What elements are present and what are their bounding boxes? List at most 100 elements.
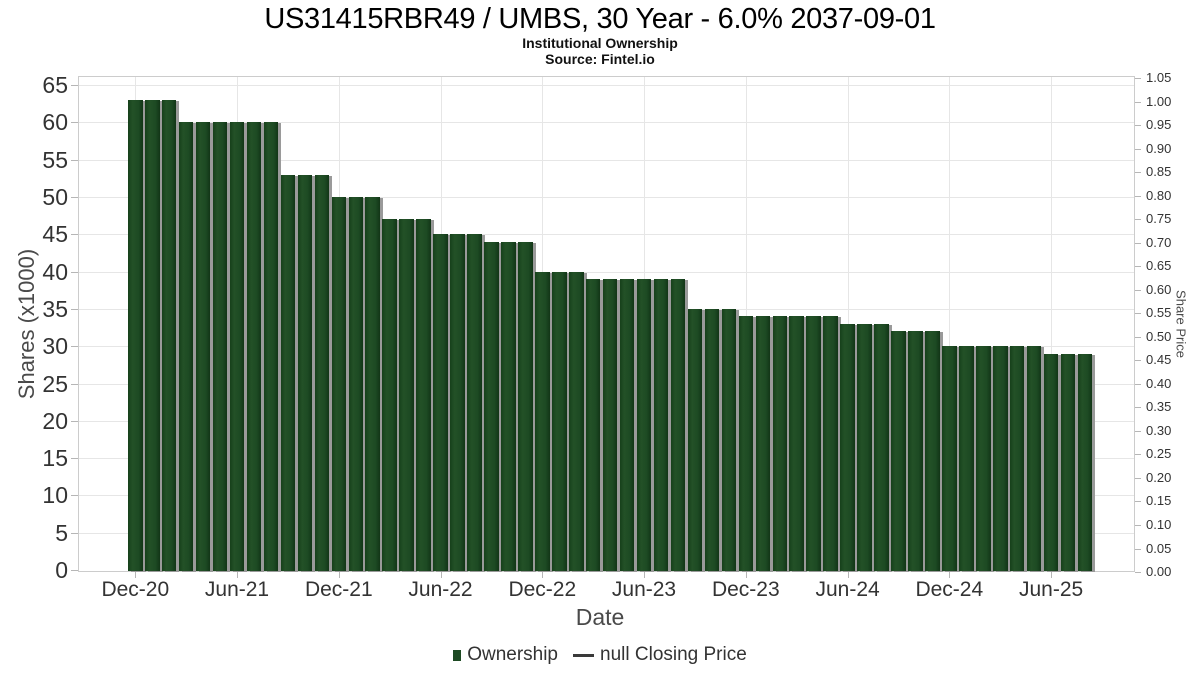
price-axis-tick-label: 0.85 [1146, 164, 1172, 180]
ownership-bar[interactable] [585, 279, 601, 571]
price-axis-tick [1135, 477, 1141, 479]
ownership-bar[interactable] [280, 174, 296, 571]
y-axis-tick-label: 10 [42, 482, 68, 509]
x-axis-tick-label: Dec-23 [711, 578, 780, 601]
ownership-bar[interactable] [908, 331, 923, 571]
price-axis-tick-label: 0.45 [1146, 352, 1172, 368]
ownership-bar[interactable] [331, 196, 346, 571]
ownership-bar[interactable] [212, 122, 228, 571]
price-axis-tick [1135, 454, 1141, 456]
x-axis-tick [135, 572, 137, 578]
ownership-bar[interactable] [145, 99, 160, 571]
y-axis-tick-label: 60 [42, 109, 68, 136]
price-axis-tick [1135, 219, 1141, 221]
ownership-bar[interactable] [246, 122, 262, 571]
ownership-bar[interactable] [874, 323, 889, 571]
ownership-bar[interactable] [993, 346, 1008, 571]
price-axis-tick-label: 0.20 [1146, 469, 1172, 485]
ownership-bar[interactable] [484, 241, 499, 571]
x-axis-tick [1051, 572, 1053, 578]
price-axis-tick-label: 0.55 [1146, 305, 1172, 321]
x-axis-tick-label: Jun-24 [815, 578, 880, 601]
price-axis-tick-label: 0.35 [1146, 399, 1172, 415]
price-axis-tick [1135, 525, 1141, 526]
x-axis-tick [542, 572, 544, 578]
ownership-bar[interactable] [1077, 353, 1093, 571]
chart-subtitle: Institutional Ownership [522, 35, 678, 51]
ownership-bar[interactable] [653, 279, 669, 571]
price-axis-tick [1135, 383, 1141, 385]
legend-label-ownership: Ownership [467, 644, 559, 665]
price-axis-tick-label: 0.50 [1146, 328, 1172, 344]
ownership-bar[interactable] [128, 99, 143, 571]
y-axis-title: Shares (x1000) [14, 248, 39, 400]
ownership-bar[interactable] [704, 308, 720, 571]
ownership-bar[interactable] [467, 234, 482, 571]
ownership-bar[interactable] [721, 308, 737, 571]
ownership-bar[interactable] [806, 316, 821, 571]
legend-item-closing-price[interactable]: null Closing Price [573, 644, 747, 666]
ownership-bar[interactable] [840, 323, 855, 571]
ownership-bar[interactable] [925, 331, 940, 571]
ownership-bar[interactable] [569, 271, 584, 571]
ownership-bar[interactable] [1026, 346, 1042, 571]
price-axis-tick [1135, 125, 1141, 126]
ownership-bar[interactable] [229, 122, 245, 571]
ownership-bar[interactable] [1043, 353, 1059, 571]
ownership-bar[interactable] [823, 316, 838, 571]
ownership-bar[interactable] [416, 219, 431, 571]
ownership-bar[interactable] [535, 271, 550, 571]
ownership-bar[interactable] [365, 196, 380, 571]
price-axis-tick-label: 0.60 [1146, 281, 1172, 297]
price-axis-tick [1135, 407, 1141, 409]
price-axis-tick [1135, 360, 1141, 362]
y-axis-tick [71, 85, 78, 86]
ownership-bar[interactable] [399, 219, 414, 571]
ownership-bar[interactable] [297, 174, 313, 571]
y-axis-tick-label: 35 [42, 295, 68, 322]
price-axis-tick-label: 0.30 [1146, 422, 1172, 438]
ownership-bar[interactable] [501, 241, 516, 571]
legend-item-ownership[interactable]: Ownership [453, 644, 558, 666]
ownership-bar[interactable] [450, 234, 465, 571]
ownership-bar[interactable] [178, 122, 194, 571]
price-axis-tick-label: 0.25 [1146, 446, 1172, 462]
ownership-bar[interactable] [789, 316, 804, 571]
ownership-bar[interactable] [636, 279, 652, 571]
x-axis-tick-label: Jun-25 [1018, 578, 1084, 601]
ownership-bar[interactable] [518, 241, 533, 571]
ownership-bar[interactable] [942, 346, 957, 571]
gridline-horizontal [79, 234, 1134, 236]
ownership-bar[interactable] [552, 271, 567, 571]
ownership-bar[interactable] [976, 346, 991, 571]
ownership-bar[interactable] [1009, 346, 1025, 571]
ownership-bar[interactable] [772, 316, 787, 571]
price-axis-tick [1135, 78, 1141, 79]
ownership-bar[interactable] [738, 316, 754, 571]
ownership-bar[interactable] [348, 196, 363, 571]
y-axis-tick [71, 122, 78, 124]
x-axis-tick-label: Jun-23 [611, 578, 677, 601]
ownership-bar[interactable] [670, 279, 686, 571]
ownership-bar[interactable] [959, 346, 974, 571]
ownership-bar[interactable] [619, 279, 635, 571]
ownership-bar[interactable] [433, 234, 448, 571]
ownership-bar[interactable] [891, 331, 906, 571]
ownership-bar[interactable] [687, 308, 703, 571]
ownership-bar[interactable] [755, 316, 770, 571]
y-axis-tick [71, 159, 78, 161]
gridline-vertical [949, 77, 951, 571]
x-axis-tick-label: Dec-22 [508, 578, 577, 601]
x-axis-tick [338, 572, 340, 578]
price-axis-tick [1135, 313, 1141, 315]
ownership-bar[interactable] [195, 122, 211, 571]
ownership-bar[interactable] [857, 323, 872, 571]
ownership-bar[interactable] [602, 279, 618, 571]
ownership-bar[interactable] [161, 99, 177, 571]
ownership-bar[interactable] [382, 219, 397, 571]
gridline-horizontal [79, 122, 1134, 124]
ownership-bar[interactable] [1060, 353, 1076, 571]
ownership-bar[interactable] [314, 174, 330, 571]
ownership-bar[interactable] [263, 122, 279, 571]
